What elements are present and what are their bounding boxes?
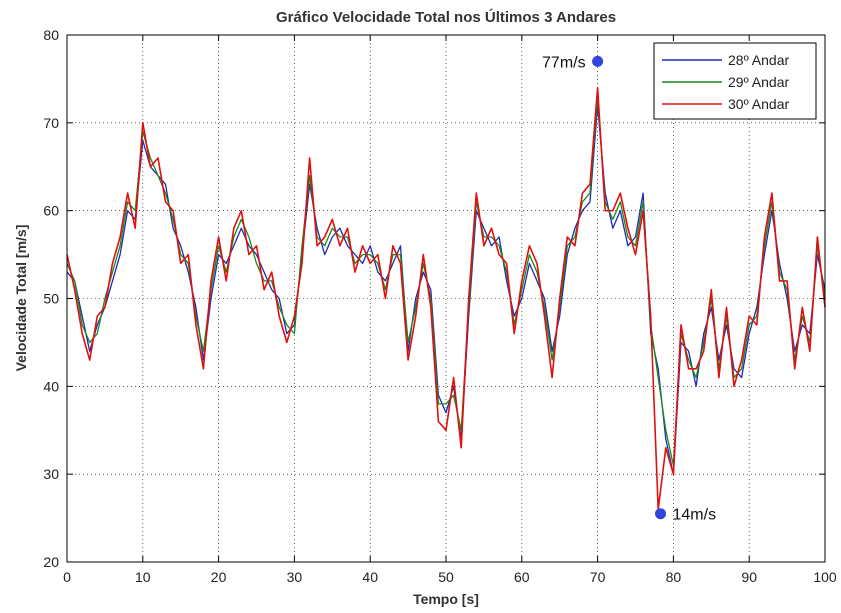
y-tick-label: 40 bbox=[43, 378, 59, 394]
x-axis-label: Tempo [s] bbox=[413, 591, 479, 607]
y-tick-label: 60 bbox=[43, 203, 59, 219]
annotation-marker bbox=[592, 55, 604, 67]
annotation-label: 14m/s bbox=[673, 507, 717, 524]
annotation-label: 77m/s bbox=[542, 54, 586, 71]
annotations: 77m/s 14m/s bbox=[542, 54, 716, 523]
axis-ticks: 0 10 20 30 40 50 60 70 80 90 100 20 30 40 50 60 70 80 bbox=[43, 27, 836, 585]
legend-label-29: 29º Andar bbox=[728, 74, 789, 90]
y-tick-label: 70 bbox=[43, 115, 59, 131]
series-layer bbox=[66, 86, 826, 511]
y-tick-label: 50 bbox=[43, 291, 59, 307]
x-tick-label: 90 bbox=[741, 569, 757, 585]
x-tick-label: 60 bbox=[514, 569, 530, 585]
y-axis-label: Velocidade Total [m/s] bbox=[13, 225, 29, 372]
x-tick-label: 30 bbox=[287, 569, 303, 585]
x-tick-label: 40 bbox=[362, 569, 378, 585]
chart-title: Gráfico Velocidade Total nos Últimos 3 A… bbox=[276, 8, 616, 26]
series-line-3 bbox=[66, 86, 826, 511]
x-tick-label: 50 bbox=[438, 569, 454, 585]
y-tick-label: 80 bbox=[43, 27, 59, 43]
legend-label-30: 30º Andar bbox=[728, 96, 789, 112]
y-tick-label: 30 bbox=[43, 466, 59, 482]
y-tick-label: 20 bbox=[43, 554, 59, 570]
x-tick-label: 80 bbox=[666, 569, 682, 585]
legend: 28º Andar 29º Andar 30º Andar bbox=[653, 42, 817, 120]
annotation-marker bbox=[655, 508, 667, 520]
x-tick-label: 100 bbox=[813, 569, 837, 585]
x-tick-label: 0 bbox=[63, 569, 71, 585]
x-tick-label: 70 bbox=[590, 569, 606, 585]
x-tick-label: 20 bbox=[211, 569, 227, 585]
legend-label-28: 28º Andar bbox=[728, 52, 789, 68]
legend-box bbox=[653, 42, 817, 120]
x-tick-label: 10 bbox=[135, 569, 151, 585]
